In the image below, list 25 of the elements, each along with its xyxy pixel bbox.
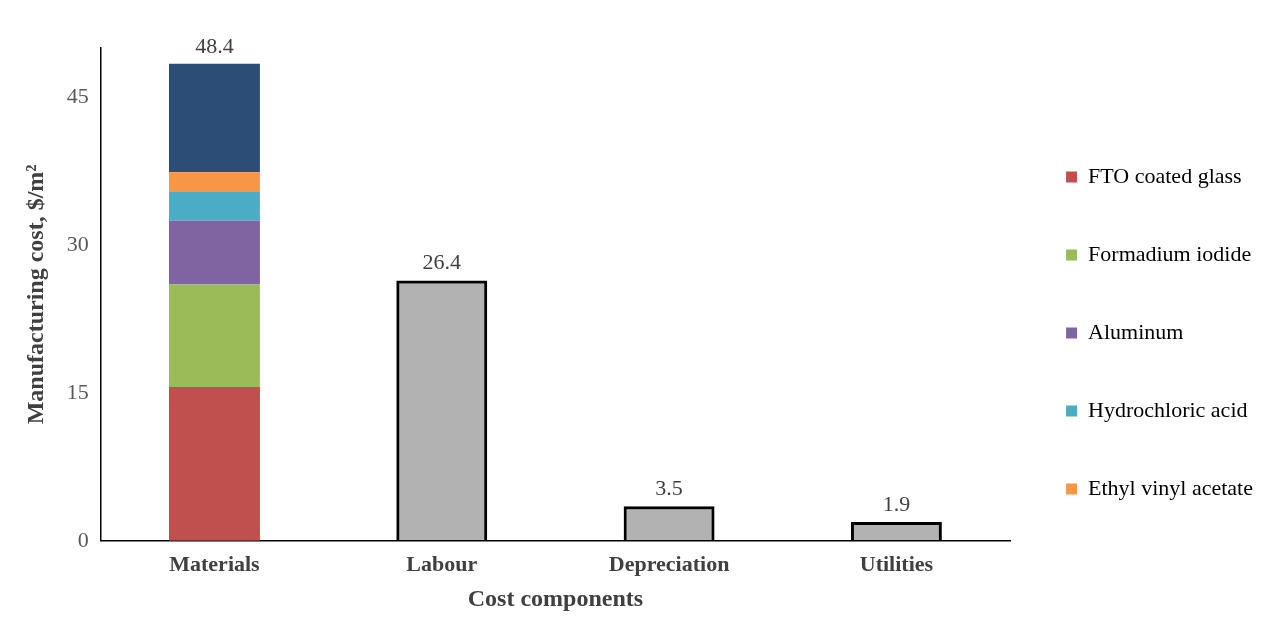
- x-axis-title: Cost components: [467, 584, 644, 611]
- bar: [169, 172, 260, 192]
- total-label: 48.4: [195, 32, 234, 58]
- bar: [169, 63, 260, 173]
- x-tick-label: Depreciation: [608, 550, 730, 576]
- total-label: 3.5: [655, 475, 683, 501]
- x-tick-label: Materials: [169, 550, 261, 576]
- bar: [169, 284, 260, 388]
- bar: [169, 191, 260, 221]
- legend-label: Hydrochloric acid: [1088, 396, 1248, 422]
- y-tick-label: 0: [77, 526, 89, 552]
- bar: [169, 387, 260, 541]
- y-tick-label: 30: [66, 230, 89, 256]
- legend-label: Ethyl vinyl acetate: [1088, 474, 1253, 500]
- y-tick-label: 45: [66, 83, 89, 109]
- total-label: 26.4: [422, 249, 462, 275]
- legend-label: Formadium iodide: [1088, 240, 1252, 266]
- x-tick-label: Labour: [406, 550, 478, 576]
- legend-label: FTO coated glass: [1088, 162, 1242, 188]
- legend-label: Aluminum: [1088, 318, 1184, 344]
- bar: [169, 220, 260, 285]
- y-axis-title: Manufacturing cost, $/m²: [21, 164, 48, 425]
- total-label: 1.9: [882, 490, 911, 516]
- x-tick-label: Utilities: [859, 550, 934, 576]
- y-tick-label: 15: [66, 378, 89, 404]
